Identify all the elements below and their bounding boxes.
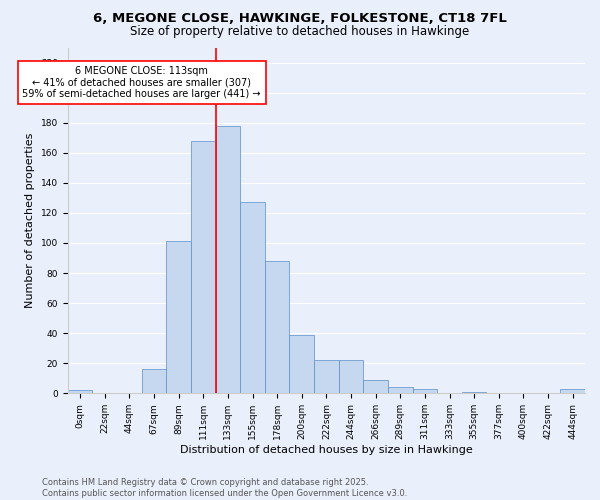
Text: 6, MEGONE CLOSE, HAWKINGE, FOLKESTONE, CT18 7FL: 6, MEGONE CLOSE, HAWKINGE, FOLKESTONE, C… [93,12,507,26]
Bar [166,242,191,394]
Bar [560,389,585,394]
Bar [240,202,265,394]
Bar [314,360,339,394]
Bar [339,360,364,394]
Y-axis label: Number of detached properties: Number of detached properties [25,132,35,308]
Bar [388,388,413,394]
Bar [68,390,92,394]
X-axis label: Distribution of detached houses by size in Hawkinge: Distribution of detached houses by size … [180,445,473,455]
Bar [142,370,166,394]
Bar [191,140,215,394]
Bar [462,392,487,394]
Bar [265,261,289,394]
Bar [364,380,388,394]
Bar [289,334,314,394]
Text: Size of property relative to detached houses in Hawkinge: Size of property relative to detached ho… [130,25,470,38]
Text: 6 MEGONE CLOSE: 113sqm
← 41% of detached houses are smaller (307)
59% of semi-de: 6 MEGONE CLOSE: 113sqm ← 41% of detached… [22,66,261,98]
Bar [215,126,240,394]
Text: Contains HM Land Registry data © Crown copyright and database right 2025.
Contai: Contains HM Land Registry data © Crown c… [42,478,407,498]
Bar [413,389,437,394]
